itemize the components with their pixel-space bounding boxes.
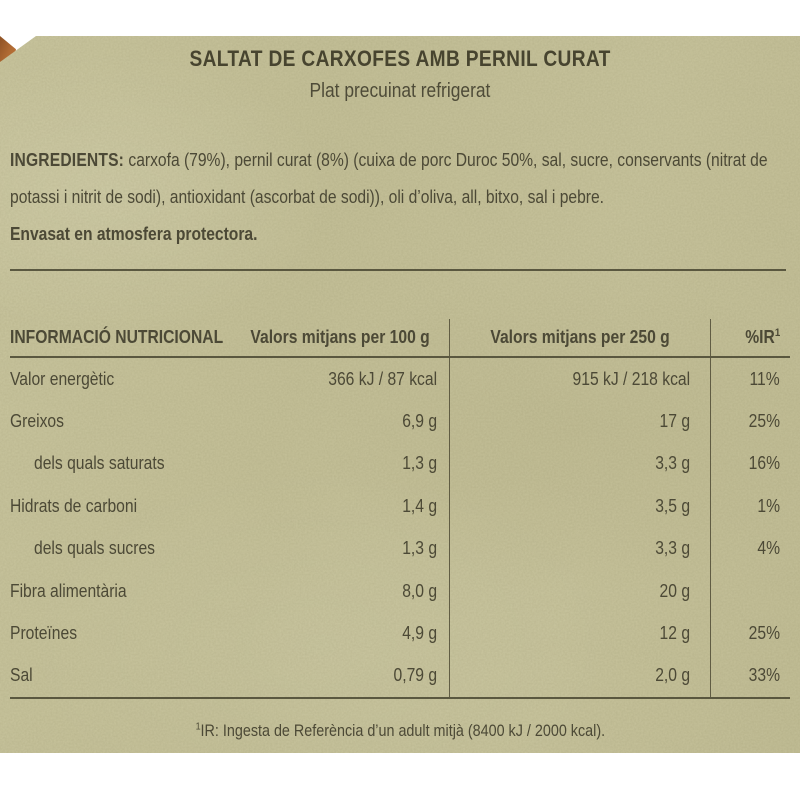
title-row: SALTAT DE CARXOFES AMB PERNIL CURAT <box>0 46 800 75</box>
subtitle-row: Plat precuinat refrigerat <box>0 79 800 105</box>
ingredients-text: carxofa (79%), pernil curat (8%) (cuixa … <box>10 150 768 207</box>
table-row: Valor energètic 366 kJ / 87 kcal 915 kJ … <box>10 358 790 401</box>
row-value-ir: 11% <box>749 368 780 389</box>
row-value-per100: 1,3 g <box>265 442 450 486</box>
row-value-per250: 2,0 g <box>450 654 711 698</box>
row-value-per250: 20 g <box>450 569 711 613</box>
header-col-ir: %IR1 <box>744 327 780 347</box>
packaging-note: Envasat en atmosfera protectora. <box>10 224 258 244</box>
footnote-text: IR: Ingesta de Referència d’un adult mit… <box>200 722 605 740</box>
row-label: Hidrats de carboni <box>10 495 138 516</box>
row-value-per250: 915 kJ / 218 kcal <box>450 358 711 401</box>
header-col-per100: Valors mitjans per 100 g <box>232 319 450 356</box>
row-value-ir: 25% <box>748 623 780 644</box>
table-row: dels quals saturats 1,3 g 3,3 g 16% <box>10 442 790 486</box>
row-label: Proteïnes <box>10 623 78 644</box>
row-value-per100: 0,79 g <box>265 654 450 698</box>
ingredients-label: INGREDIENTS: <box>10 150 125 170</box>
separator-line <box>10 269 786 271</box>
row-label: dels quals saturats <box>34 453 165 474</box>
table-row: dels quals sucres 1,3 g 3,3 g 4% <box>10 527 790 570</box>
row-value-ir: 4% <box>757 538 780 559</box>
row-value-per250: 3,3 g <box>450 527 711 570</box>
row-value-per250: 3,5 g <box>450 485 711 528</box>
row-value-per100: 1,4 g <box>265 485 450 528</box>
table-row: Sal 0,79 g 2,0 g 33% <box>10 654 790 698</box>
row-value-per100: 1,3 g <box>265 527 450 570</box>
ir-superscript: 1 <box>774 327 780 339</box>
row-value-ir <box>711 570 790 612</box>
product-title: SALTAT DE CARXOFES AMB PERNIL CURAT <box>189 46 611 71</box>
footnote-superscript: 1 <box>195 721 201 733</box>
table-row: Greixos 6,9 g 17 g 25% <box>10 400 790 443</box>
label-content: SALTAT DE CARXOFES AMB PERNIL CURAT Plat… <box>0 36 800 753</box>
header-col-info: INFORMACIÓ NUTRICIONAL <box>10 327 224 347</box>
header-col-per250: Valors mitjans per 250 g <box>450 319 711 356</box>
footnote: 1IR: Ingesta de Referència d’un adult mi… <box>195 718 605 744</box>
row-label: Greixos <box>10 411 64 432</box>
row-value-per250: 17 g <box>450 400 711 443</box>
row-label: Fibra alimentària <box>10 580 127 601</box>
row-label: dels quals sucres <box>34 538 155 559</box>
row-value-ir: 1% <box>757 495 780 516</box>
ingredients-paragraph: INGREDIENTS: carxofa (79%), pernil curat… <box>10 142 791 216</box>
table-row: Fibra alimentària 8,0 g 20 g <box>10 569 790 613</box>
row-label: Sal <box>10 665 33 686</box>
row-value-per100: 4,9 g <box>265 612 450 655</box>
row-value-per250: 12 g <box>450 612 711 655</box>
row-value-per100: 6,9 g <box>265 400 450 443</box>
row-value-per100: 8,0 g <box>265 569 450 613</box>
nutrition-table: INFORMACIÓ NUTRICIONAL Valors mitjans pe… <box>10 319 790 700</box>
table-row: Proteïnes 4,9 g 12 g 25% <box>10 612 790 655</box>
row-value-per250: 3,3 g <box>450 442 711 486</box>
footnote-row: 1IR: Ingesta de Referència d’un adult mi… <box>0 718 800 745</box>
table-row: Hidrats de carboni 1,4 g 3,5 g 1% <box>10 485 790 528</box>
paper-label: SALTAT DE CARXOFES AMB PERNIL CURAT Plat… <box>0 36 800 753</box>
table-header-row: INFORMACIÓ NUTRICIONAL Valors mitjans pe… <box>10 319 790 358</box>
ingredients-section: INGREDIENTS: carxofa (79%), pernil curat… <box>10 142 791 253</box>
row-value-ir: 25% <box>748 411 780 432</box>
row-value-ir: 33% <box>748 665 780 686</box>
row-label: Valor energètic <box>10 368 115 389</box>
row-value-per100: 366 kJ / 87 kcal <box>265 358 450 401</box>
product-subtitle: Plat precuinat refrigerat <box>309 80 491 102</box>
row-value-ir: 16% <box>748 453 780 474</box>
